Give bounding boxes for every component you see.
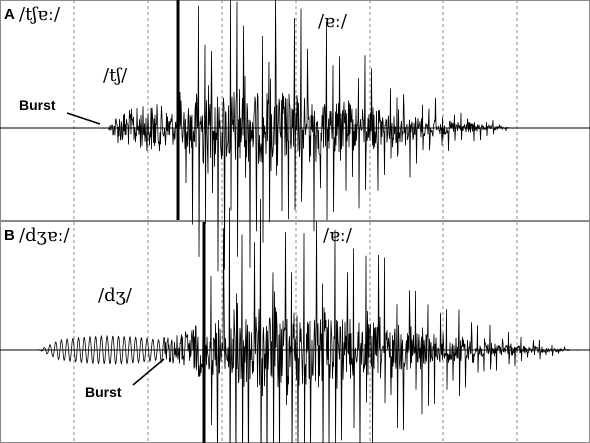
panel-a-consonant-label: /tʃ/ [103,65,128,86]
panel-a-transcription: /tʃɐː/ [19,4,61,25]
panel-a-burst-label: Burst [19,97,56,113]
panel-a-waveform [0,0,589,272]
panel-b-letter: B [4,227,15,244]
panel-a-letter: A [4,6,15,23]
panel-b-grid [73,222,518,443]
panel-b-waveform [0,198,589,443]
panel-a-vowel-label: /ɐː/ [318,11,348,32]
panel-b-transcription: /dʒɐː/ [19,225,71,246]
panel-b-frame [0,221,590,443]
panel-b-vowel-label: /ɐː/ [323,225,353,246]
panel-b-burst-pointer [132,358,165,386]
panel-b-burst-label: Burst [85,384,122,400]
panel-b-consonant-label: /dʒ/ [98,285,133,306]
panel-a-grid [73,0,518,220]
panel-a-burst-pointer [66,112,101,125]
